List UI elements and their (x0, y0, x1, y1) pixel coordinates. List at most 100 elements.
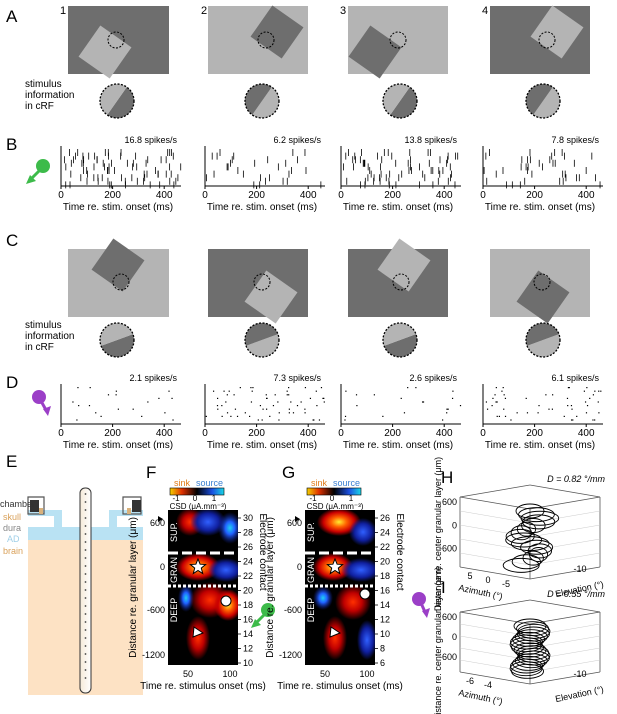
rf-box-edge (529, 496, 601, 510)
spike-mark (251, 390, 253, 392)
spike-mark (459, 405, 462, 407)
csd-colorbar-tick: 0 (330, 494, 335, 503)
spike-mark (446, 412, 448, 414)
csd-blob (186, 616, 210, 660)
spike-mark (115, 394, 117, 396)
csd-colorbar-tick: -1 (309, 494, 317, 503)
rf-box-edge (529, 611, 601, 625)
spike-mark (421, 401, 424, 403)
raster-x-label: Time re. stim. onset (ms) (485, 202, 595, 213)
csd-colorbar (306, 487, 362, 496)
contact-tick-label: 12 (243, 644, 253, 654)
contact-tick-label: 20 (243, 586, 253, 596)
spike-mark (205, 415, 207, 417)
csd-blob (341, 558, 375, 582)
contact-tick-label: 8 (380, 644, 385, 654)
spike-mark (147, 401, 149, 403)
spike-mark (594, 419, 596, 421)
rf-ellipse (520, 539, 554, 555)
spike-mark (568, 387, 570, 389)
raster-x-label: Time re. stim. onset (ms) (207, 440, 317, 451)
spike-mark (320, 387, 323, 389)
spike-mark (221, 415, 223, 417)
rf-el-tick: -10 (573, 669, 586, 679)
label-dura: dura (3, 523, 21, 533)
electrode-contacts (84, 493, 87, 679)
raster-tick-label: 0 (480, 428, 486, 439)
contact-tick-label: 12 (380, 615, 390, 625)
rf-az-tick: -6 (466, 676, 474, 686)
electrode-contact-label: Electrode contact (257, 513, 268, 590)
electrode-contact-label: Electrode contact (394, 513, 405, 590)
rf-ellipse (513, 618, 547, 634)
csd-blob (208, 558, 238, 582)
rf-z-label: Distance re. center granular layer (μm) (433, 567, 443, 714)
spike-mark (407, 387, 409, 389)
raster-tick-label: 200 (104, 190, 121, 201)
spike-mark (592, 419, 594, 421)
spike-mark (503, 394, 505, 396)
stimulus-square (250, 5, 304, 59)
spike-mark (570, 419, 573, 421)
contact-pointer-icon (158, 516, 163, 522)
spike-mark (164, 412, 166, 414)
electrode-contact-dot (84, 517, 87, 519)
electrode-contact-dot (84, 533, 87, 535)
crf-label-line1: stimulus (25, 320, 62, 331)
rf-ellipse (522, 514, 556, 530)
spike-mark (400, 397, 402, 399)
spike-mark (492, 397, 494, 399)
rf-ellipse (505, 532, 543, 548)
contact-tick-label: 22 (380, 542, 390, 552)
spike-mark (525, 397, 527, 399)
spike-mark (95, 412, 97, 414)
spike-mark (496, 401, 498, 403)
spike-mark (288, 394, 290, 396)
electrode-contact-dot (84, 645, 87, 647)
crf-half (384, 334, 417, 357)
spike-mark (585, 412, 588, 414)
spike-mark (586, 387, 588, 389)
stim-number-2: 2 (201, 5, 207, 17)
crf-half (245, 84, 272, 115)
spike-mark (316, 405, 318, 407)
spike-mark (300, 401, 302, 403)
spike-mark (278, 419, 280, 421)
crf-half (526, 322, 559, 346)
spike-mark (274, 394, 276, 396)
raster-tick-label: 400 (578, 428, 595, 439)
spike-mark (265, 397, 268, 399)
spike-mark (252, 387, 254, 389)
panel-letter-c: C (6, 231, 18, 250)
rf-grid-line (529, 524, 601, 538)
rf-grid-line (459, 552, 531, 566)
spike-mark (498, 415, 501, 417)
crf-half (527, 334, 560, 357)
rf-box-edge (529, 599, 601, 613)
rf-az-label: Azimuth (°) (458, 583, 504, 602)
electrode-contact-dot (84, 549, 87, 551)
purple-neuron-icon (412, 592, 426, 606)
csd-colorbar-tick: -1 (172, 494, 180, 503)
spike-mark (382, 415, 384, 417)
chamber-right (122, 496, 142, 515)
raster-x-label: Time re. stim. onset (ms) (485, 440, 595, 451)
contact-tick-label: 18 (243, 600, 253, 610)
rf-grid-line (459, 524, 531, 538)
csd-sink-label: sink (174, 478, 191, 488)
csd-x-label: Time re. stimulus onset (ms) (277, 681, 403, 692)
spike-mark (486, 408, 489, 410)
electrode-contact-dot (84, 613, 87, 615)
csd-map: SUP. GRAN DEEP (168, 510, 238, 665)
electrode-contact-dot (84, 621, 87, 623)
raster-rate-label: 7.8 spikes/s (551, 135, 599, 145)
spike-mark (323, 401, 325, 403)
skull-left (28, 510, 62, 527)
spike-mark (495, 387, 497, 389)
crf-label-line2: information (25, 90, 74, 101)
csd-blob (313, 586, 333, 610)
crf-dashed-circle (389, 31, 407, 49)
rf-z-tick: -600 (439, 652, 457, 662)
raster-tick-label: 0 (202, 190, 208, 201)
panel-letter-f: F (146, 463, 156, 482)
